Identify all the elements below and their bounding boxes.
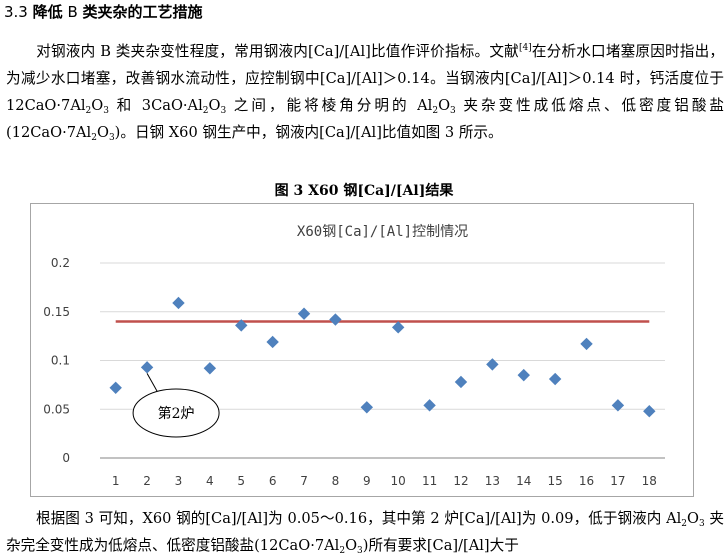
x-tick-label: 16 [579,474,594,488]
x-tick-label: 3 [175,474,183,488]
y-tick-label: 0.1 [51,354,70,368]
p1-text-j: )。日钢 X60 钢生产中，钢液内[Ca]/[Al]比值如图 3 所示。 [114,124,503,141]
x-tick-label: 9 [363,474,371,488]
x-tick-label: 5 [237,474,245,488]
section-heading: 3.3 降低 B 类夹杂的工艺措施 [4,2,203,22]
data-point [329,313,342,326]
y-tick-label: 0.05 [43,402,70,416]
p2-line-1: 根据图 3 可知，X60 钢的[Ca]/[Al]为 0.05～0.16，其中第 … [36,510,633,527]
subscript: 2 [85,106,92,116]
p2-text-a: 液内 Al [632,510,682,527]
annotation-ellipse [132,388,220,438]
x-tick-label: 2 [143,474,151,488]
data-point [643,404,656,418]
p1-text-i: O [96,124,109,141]
data-point [548,372,562,386]
section-title-letter: B [67,3,78,21]
data-point [611,399,625,412]
p1-text-g: O [438,97,451,114]
chart-title: X60钢[Ca]/[Al]控制情况 [297,224,468,240]
data-point [140,361,154,374]
data-point [203,362,217,375]
x-tick-label: 7 [300,474,308,488]
y-tick-label: 0.2 [51,256,70,270]
p1-text-d: 和 3CaO·Al [108,97,203,114]
subscript: 3 [108,133,115,143]
data-point [423,399,436,412]
data-point [580,337,593,351]
subscript: 3 [103,106,109,116]
annotation-leader-line [146,373,159,394]
x-tick-label: 13 [485,474,500,488]
data-point [454,375,468,389]
p1-text-a: 对钢液内 B 类夹杂变性程度，常用钢液内[Ca]/[Al]比值作评价指标。文献 [36,43,519,60]
subscript: 2 [202,106,209,116]
paragraph-2: 根据图 3 可知，X60 钢的[Ca]/[Al]为 0.05～0.16，其中第 … [6,505,724,559]
annotation-label: 第2炉 [158,405,195,422]
data-point [360,401,374,414]
citation-ref[interactable]: [4] [518,43,532,53]
subscript: 3 [699,519,705,529]
p1-text-f: 之间，能将棱角分明的 Al [226,97,433,114]
p2-text-d: O [345,537,358,554]
p2-text-e: )所有要求[Ca]/[Al]大于 [362,537,519,554]
p1-text-c: O [91,97,104,114]
data-point [297,307,311,320]
subscript: 3 [450,106,456,116]
x-tick-label: 1 [112,474,120,488]
section-title-prefix: 降低 [32,3,63,21]
data-point [391,321,405,334]
paragraph-1: 对钢液内 B 类夹杂变性程度，常用钢液内[Ca]/[Al]比值作评价指标。文献[… [6,38,724,146]
p1-text-b: 在分析水口堵塞原因时指出，为减少水口堵塞，改善钢水流动性，应控制钢中[Ca]/[… [6,43,724,114]
figure-caption: 图 3 X60 钢[Ca]/[Al]结果 [274,183,454,199]
data-point [109,381,122,395]
data-point [517,368,530,382]
x-tick-label: 12 [453,474,468,488]
x-tick-label: 6 [269,474,277,488]
x-tick-label: 18 [642,474,657,488]
subscript: 2 [432,106,439,116]
data-point [266,335,279,349]
y-tick-label: 0.15 [43,305,70,319]
chart-frame: X60钢[Ca]/[Al]控制情况 0 0.05 0.1 0.15 0.2 1 2 3 4 5 6 7 8… [30,203,694,497]
subscript: 2 [681,519,688,529]
x-tick-label: 17 [610,474,625,488]
subscript: 3 [220,106,227,116]
section-number: 3.3 [4,3,28,21]
p1-text-e: O [208,97,221,114]
section-title-suffix: 类夹杂的工艺措施 [82,3,203,21]
x-tick-label: 15 [547,474,562,488]
subscript: 2 [339,546,346,556]
data-point [172,296,185,310]
x-tick-label: 14 [516,474,531,488]
x-tick-label: 4 [206,474,214,488]
y-tick-label: 0 [62,451,70,465]
p2-text-c: 夹杂完全变性成为低熔点、低密度铝酸盐(12CaO·7Al [6,510,725,554]
data-point [486,358,499,371]
x-tick-label: 10 [391,474,406,488]
data-point [235,319,248,332]
subscript: 3 [357,546,363,556]
p2-text-b: O [687,510,699,527]
subscript: 2 [91,133,97,143]
x-tick-label: 8 [332,474,340,488]
x-tick-label: 11 [422,474,437,488]
p1-text-h: 夹杂变性成低熔点、低密度铝酸盐(12CaO·7Al [6,97,724,141]
